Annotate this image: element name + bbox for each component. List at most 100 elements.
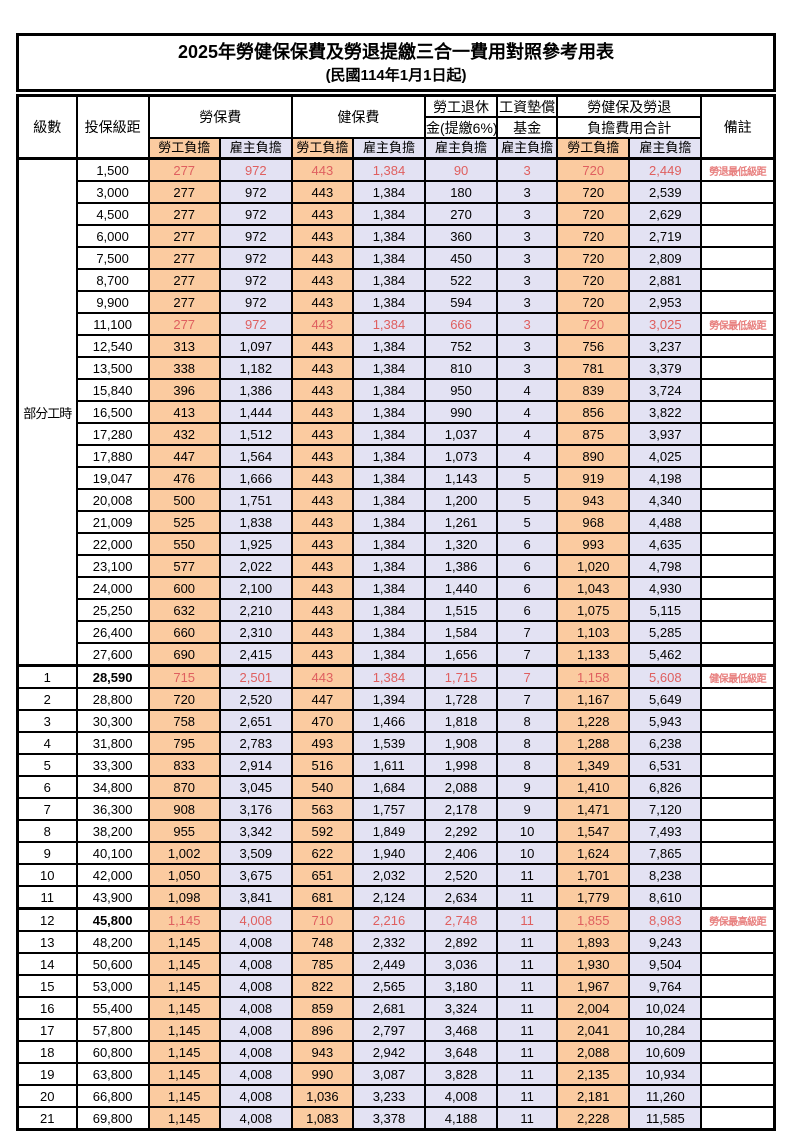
cell-health-employer: 1,384 [351, 642, 427, 667]
cell-labor-employee: 500 [147, 488, 221, 512]
cell-pension-employer: 1,715 [424, 664, 499, 689]
cell-health-employee: 1,083 [290, 1106, 354, 1131]
table-row: 12 45,800 1,145 4,008 710 2,216 2,748 11… [16, 907, 776, 932]
cell-total-employer: 9,504 [628, 952, 703, 976]
cell-bracket: 17,280 [75, 422, 150, 446]
premium-table: 級數 投保級距 勞保費 健保費 勞工退休 工資墊償 勞健保及勞退 備註 金(提繳… [16, 94, 776, 1131]
cell-labor-employer: 4,008 [218, 952, 293, 976]
cell-remark [700, 797, 776, 821]
cell-bracket: 20,008 [75, 488, 150, 512]
cell-total-employee: 943 [556, 488, 631, 512]
table-row: 5 33,300 833 2,914 516 1,611 1,998 8 1,3… [16, 753, 776, 777]
table-row: 13 48,200 1,145 4,008 748 2,332 2,892 11… [16, 930, 776, 954]
cell-health-employee: 443 [290, 620, 354, 644]
cell-labor-employer: 1,838 [218, 510, 293, 534]
cell-labor-employer: 2,914 [218, 753, 293, 777]
cell-total-employer: 11,260 [628, 1084, 703, 1108]
table-row: 21,009 525 1,838 443 1,384 1,261 5 968 4… [18, 510, 776, 534]
cell-total-employee: 875 [556, 422, 631, 446]
cell-health-employer: 1,384 [351, 510, 427, 534]
cell-level: 16 [16, 996, 78, 1020]
cell-bracket: 17,880 [75, 444, 150, 468]
cell-total-employer: 3,379 [628, 356, 703, 380]
cell-bracket: 21,009 [75, 510, 150, 534]
cell-total-employee: 1,075 [556, 598, 631, 622]
header-fund-employer-burden: 雇主負擔 [496, 137, 559, 160]
cell-total-employee: 720 [556, 180, 631, 204]
cell-remark [700, 885, 776, 910]
cell-total-employer: 4,488 [628, 510, 703, 534]
cell-level: 6 [16, 775, 78, 799]
cell-remark [700, 819, 776, 843]
cell-pension-employer: 594 [424, 290, 499, 314]
cell-health-employer: 2,942 [351, 1040, 427, 1064]
cell-fund-employer: 6 [496, 554, 559, 578]
cell-total-employee: 1,228 [556, 709, 631, 733]
cell-health-employee: 443 [290, 422, 354, 446]
cell-labor-employer: 4,008 [218, 1018, 293, 1042]
cell-total-employee: 1,624 [556, 841, 631, 865]
table-row: 17,880 447 1,564 443 1,384 1,073 4 890 4… [18, 444, 776, 468]
cell-labor-employee: 1,145 [147, 1018, 221, 1042]
cell-fund-employer: 3 [496, 268, 559, 292]
cell-labor-employer: 972 [218, 224, 293, 248]
cell-labor-employer: 3,045 [218, 775, 293, 799]
cell-labor-employer: 3,675 [218, 863, 293, 887]
cell-bracket: 7,500 [75, 246, 150, 270]
cell-labor-employer: 972 [218, 157, 293, 182]
header-health-employer-burden: 雇主負擔 [351, 137, 427, 160]
cell-remark [700, 378, 776, 402]
table-row: 部分工時 1,500 277 972 443 1,384 90 3 720 2,… [16, 157, 776, 667]
cell-total-employee: 1,133 [556, 642, 631, 667]
cell-level: 4 [16, 731, 78, 755]
cell-bracket: 69,800 [75, 1106, 150, 1131]
cell-total-employee: 1,779 [556, 885, 631, 910]
cell-labor-employee: 1,145 [147, 996, 221, 1020]
cell-remark [700, 554, 776, 578]
cell-bracket: 1,500 [75, 157, 150, 182]
cell-labor-employer: 4,008 [218, 1084, 293, 1108]
cell-bracket: 38,200 [75, 819, 150, 843]
cell-total-employer: 6,238 [628, 731, 703, 755]
cell-fund-employer: 11 [496, 952, 559, 976]
cell-total-employer: 11,585 [628, 1106, 703, 1131]
cell-bracket: 22,000 [75, 532, 150, 556]
cell-health-employee: 592 [290, 819, 354, 843]
cell-total-employer: 4,340 [628, 488, 703, 512]
cell-remark [700, 598, 776, 622]
cell-health-employee: 822 [290, 974, 354, 998]
cell-labor-employer: 972 [218, 246, 293, 270]
cell-bracket: 43,900 [75, 885, 150, 910]
cell-health-employee: 859 [290, 996, 354, 1020]
cell-health-employer: 2,032 [351, 863, 427, 887]
table-row: 14 50,600 1,145 4,008 785 2,449 3,036 11… [16, 952, 776, 976]
cell-total-employee: 1,701 [556, 863, 631, 887]
cell-pension-employer: 1,656 [424, 642, 499, 667]
cell-health-employee: 443 [290, 180, 354, 204]
cell-fund-employer: 4 [496, 422, 559, 446]
table-row: 10 42,000 1,050 3,675 651 2,032 2,520 11… [16, 863, 776, 887]
cell-bracket: 60,800 [75, 1040, 150, 1064]
cell-labor-employer: 3,841 [218, 885, 293, 910]
cell-remark [700, 356, 776, 380]
cell-labor-employee: 277 [147, 312, 221, 336]
cell-pension-employer: 1,261 [424, 510, 499, 534]
cell-health-employee: 443 [290, 246, 354, 270]
cell-fund-employer: 9 [496, 775, 559, 799]
cell-pension-employer: 1,073 [424, 444, 499, 468]
cell-total-employer: 3,237 [628, 334, 703, 358]
cell-level: 15 [16, 974, 78, 998]
cell-pension-employer: 2,178 [424, 797, 499, 821]
table-row: 9 40,100 1,002 3,509 622 1,940 2,406 10 … [16, 841, 776, 865]
cell-health-employer: 1,384 [351, 444, 427, 468]
cell-health-employer: 1,384 [351, 422, 427, 446]
cell-health-employee: 443 [290, 378, 354, 402]
cell-health-employer: 1,539 [351, 731, 427, 755]
cell-remark [700, 488, 776, 512]
cell-remark [700, 731, 776, 755]
cell-total-employer: 4,025 [628, 444, 703, 468]
cell-level: 19 [16, 1062, 78, 1086]
cell-remark [700, 753, 776, 777]
cell-labor-employer: 4,008 [218, 1040, 293, 1064]
cell-remark [700, 444, 776, 468]
